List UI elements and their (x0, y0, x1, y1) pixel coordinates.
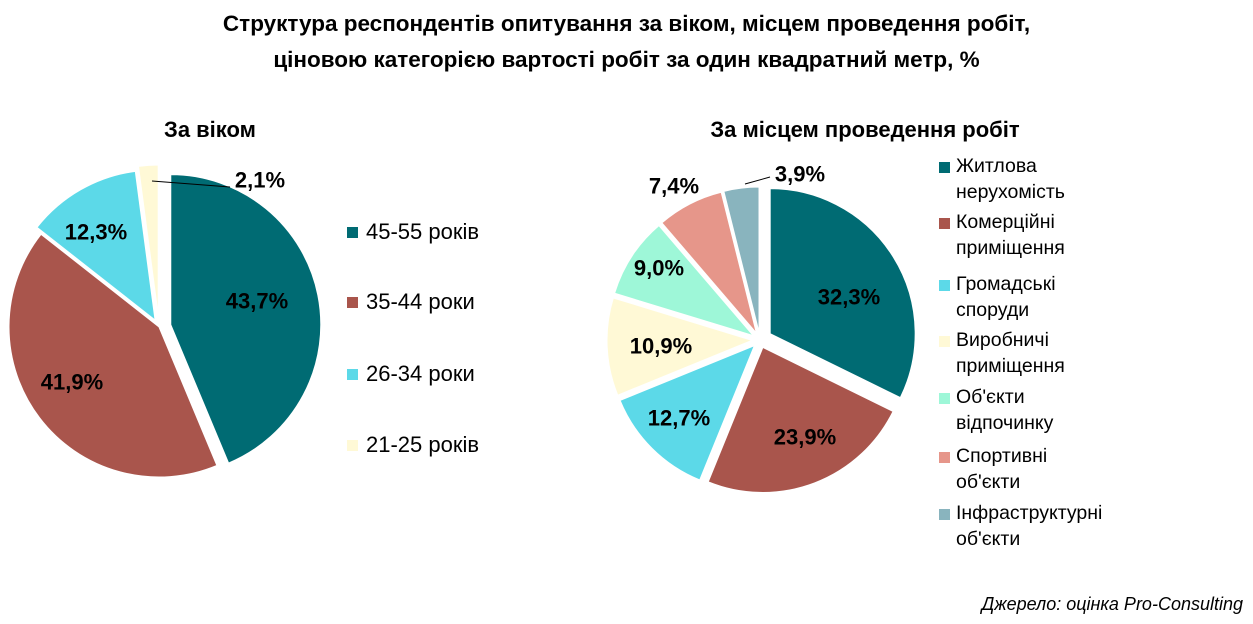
legend-swatch (939, 336, 950, 347)
pie-slice-інфраструктурні-об-єкти (723, 186, 760, 333)
legend-label: 21-25 років (366, 432, 480, 457)
data-label-об-єкти-відпочинку: 9,0% (634, 256, 684, 281)
legend-label: Спортивні об'єкти (956, 445, 1048, 493)
legend-label: 26-34 роки (366, 361, 475, 386)
data-label-45-55-років: 43,7% (226, 289, 288, 314)
data-label-виробничі-приміщення: 10,9% (630, 334, 692, 359)
legend-label: Інфраструктурні об'єкти (956, 502, 1103, 550)
data-label-26-34-роки: 12,3% (65, 220, 127, 245)
pie-slice-45-55-років (170, 174, 322, 464)
pie-slice-26-34-роки (36, 170, 156, 322)
leader-line (151, 180, 231, 188)
data-label-21-25-років: 2,1% (235, 168, 285, 193)
age-chart-title: За віком (164, 117, 256, 142)
data-label-житлова-нерухомість: 32,3% (818, 285, 880, 310)
legend-label: Об'єкти відпочинку (956, 386, 1054, 434)
legend-label: Комерційні приміщення (956, 211, 1065, 259)
legend-swatch (939, 452, 950, 463)
legend-swatch (939, 280, 950, 291)
pie-slice-об-єкти-відпочинку (614, 224, 755, 337)
legend-label: Житлова нерухомість (956, 155, 1065, 203)
pie-slice-спортивні-об-єкти (661, 191, 757, 334)
legend-swatch (347, 297, 358, 308)
data-label-спортивні-об-єкти: 7,4% (649, 174, 699, 199)
pie-slice-громадські-споруди (619, 344, 756, 481)
source-note: Джерело: оцінка Pro-Consulting (981, 594, 1243, 614)
legend-label: 45-55 років (366, 219, 480, 244)
leader-line (744, 176, 771, 185)
pie-slice-житлова-нерухомість (769, 188, 916, 399)
data-label-інфраструктурні-об-єкти: 3,9% (775, 162, 825, 187)
chart-main-title: Структура респондентів опитування за вік… (222, 11, 1031, 72)
place-chart-title: За місцем проведення робіт (710, 117, 1020, 142)
legend-swatch (939, 509, 950, 520)
legend-swatch (939, 162, 950, 173)
legend-swatch (939, 393, 950, 404)
legend-swatch (347, 440, 358, 451)
pie-slice-35-44-роки (8, 233, 218, 478)
legend-swatch (939, 218, 950, 229)
pie-slice-21-25-років (137, 164, 159, 316)
pie-slice-виробничі-приміщення (606, 297, 754, 396)
legend-label: Громадські споруди (956, 273, 1056, 321)
pie-slice-комерційні-приміщення (707, 346, 894, 493)
data-label-громадські-споруди: 12,7% (648, 406, 710, 431)
data-label-комерційні-приміщення: 23,9% (774, 425, 836, 450)
data-label-35-44-роки: 41,9% (41, 370, 103, 395)
legend-label: Виробничі приміщення (956, 329, 1065, 377)
legend-swatch (347, 369, 358, 380)
legend-swatch (347, 227, 358, 238)
legend-label: 35-44 роки (366, 289, 475, 314)
